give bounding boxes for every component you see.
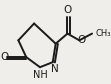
Text: NH: NH [33, 70, 47, 80]
Text: O: O [0, 52, 9, 62]
Text: O: O [77, 35, 85, 45]
Text: O: O [63, 5, 72, 15]
Text: CH₃: CH₃ [95, 29, 111, 38]
Text: N: N [51, 64, 59, 74]
